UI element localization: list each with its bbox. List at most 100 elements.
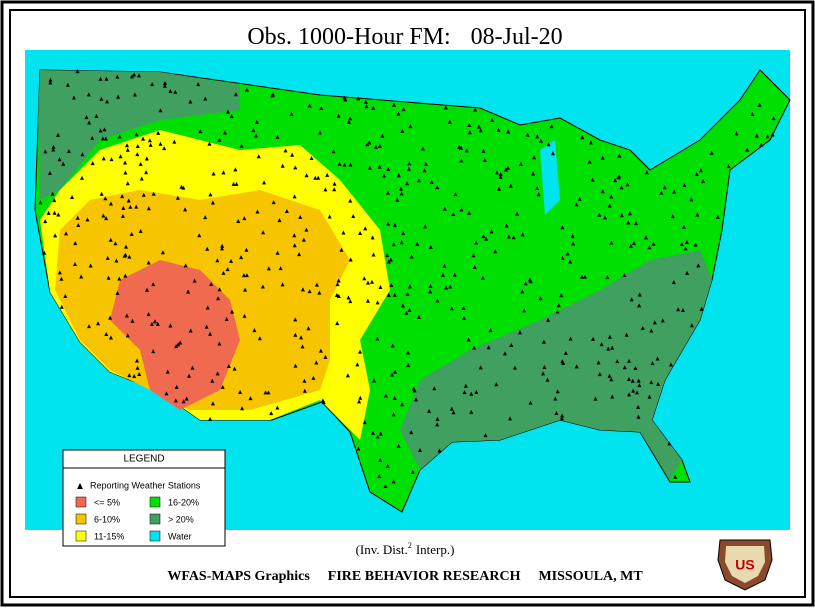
- station: [98, 76, 103, 81]
- station: [571, 241, 576, 246]
- station: [449, 406, 454, 411]
- station: [244, 247, 249, 252]
- station: [386, 292, 391, 297]
- station: [392, 292, 397, 297]
- station: [667, 441, 672, 446]
- station: [316, 175, 321, 180]
- station: [472, 265, 477, 270]
- station: [115, 74, 120, 79]
- station: [335, 282, 340, 287]
- station: [498, 172, 503, 177]
- station: [684, 240, 689, 245]
- station: [293, 317, 298, 322]
- station: [489, 229, 494, 234]
- legend-swatch: [149, 513, 161, 525]
- map: [34, 69, 791, 513]
- station: [138, 229, 143, 234]
- station: [99, 191, 104, 196]
- station: [262, 180, 267, 185]
- station: [241, 273, 246, 278]
- station: [414, 397, 419, 402]
- station: [759, 142, 764, 147]
- station: [103, 136, 108, 141]
- station: [679, 241, 684, 246]
- station: [123, 252, 128, 257]
- station: [84, 115, 89, 120]
- station: [263, 390, 268, 395]
- station: [382, 173, 387, 178]
- station: [292, 243, 297, 248]
- station: [123, 160, 128, 165]
- station: [168, 323, 173, 328]
- station: [607, 373, 612, 378]
- station: [210, 401, 215, 406]
- station: [464, 148, 469, 153]
- station: [453, 192, 458, 197]
- station: [467, 123, 472, 128]
- station: [233, 167, 238, 172]
- station: [297, 252, 302, 257]
- station: [236, 218, 241, 223]
- legend: LEGEND Reporting Weather Stations <= 5% 6…: [62, 449, 226, 547]
- station: [471, 253, 476, 258]
- station: [636, 414, 641, 419]
- station: [383, 393, 388, 398]
- station: [480, 275, 485, 280]
- station: [420, 146, 425, 151]
- station: [335, 321, 340, 326]
- station: [101, 156, 106, 161]
- station: [407, 307, 412, 312]
- station: [555, 389, 560, 394]
- station: [685, 270, 690, 275]
- station: [318, 348, 323, 353]
- station: [128, 204, 133, 209]
- station: [217, 137, 222, 142]
- station: [696, 263, 701, 268]
- station: [496, 186, 501, 191]
- station: [188, 328, 193, 333]
- station: [160, 250, 165, 255]
- station: [208, 331, 213, 336]
- station: [87, 120, 92, 125]
- station: [99, 96, 104, 101]
- station: [323, 354, 328, 359]
- station: [522, 308, 527, 313]
- station: [222, 130, 227, 135]
- station: [428, 289, 433, 294]
- station: [90, 161, 95, 166]
- station: [73, 241, 78, 246]
- station: [309, 155, 314, 160]
- station: [698, 168, 703, 173]
- station: [627, 392, 632, 397]
- station: [144, 170, 149, 175]
- station: [101, 213, 106, 218]
- station: [518, 161, 523, 166]
- station: [130, 318, 135, 323]
- station: [243, 287, 248, 292]
- station: [127, 373, 132, 378]
- station: [619, 213, 624, 218]
- station: [132, 373, 137, 378]
- station: [554, 410, 559, 415]
- station: [474, 389, 479, 394]
- station: [369, 279, 374, 284]
- station: [392, 102, 397, 107]
- station: [278, 266, 283, 271]
- station: [617, 153, 622, 158]
- station: [406, 166, 411, 171]
- legend-label: Water: [168, 531, 192, 541]
- station: [582, 274, 587, 279]
- station: [100, 136, 105, 141]
- station: [588, 140, 593, 145]
- station: [104, 331, 109, 336]
- station: [348, 299, 353, 304]
- station: [396, 111, 401, 116]
- station: [651, 241, 656, 246]
- station: [375, 434, 380, 439]
- station: [401, 107, 406, 112]
- station: [158, 141, 163, 146]
- station: [75, 215, 80, 220]
- station: [298, 215, 303, 220]
